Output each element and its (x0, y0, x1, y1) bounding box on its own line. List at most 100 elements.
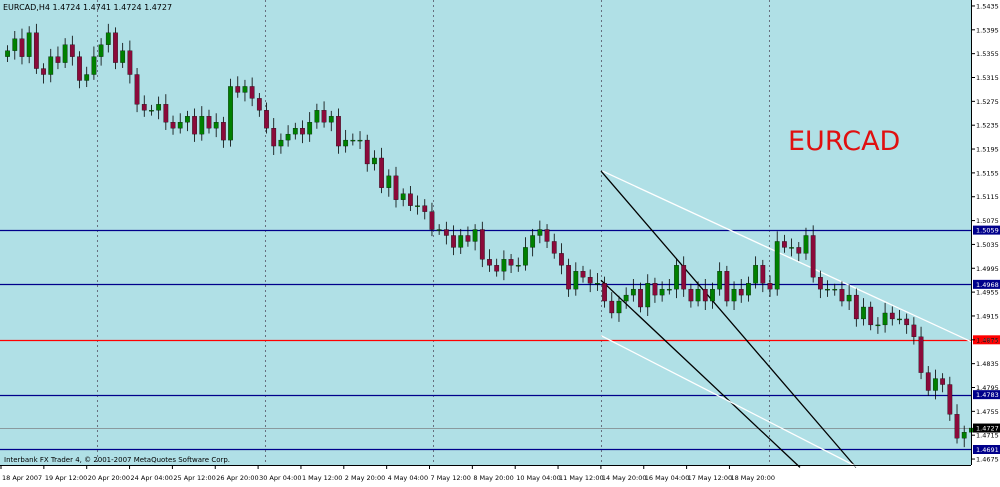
time-tick-label: 10 May 04:00 (516, 474, 561, 482)
candle-body (616, 300, 622, 314)
candle-body (846, 294, 852, 302)
price-tick-label: 1.4955 (976, 289, 999, 297)
candle-body (760, 265, 766, 284)
candle-body (954, 414, 960, 439)
price-tick-label: 1.5195 (976, 146, 999, 154)
candle-body (681, 265, 687, 290)
candle-body (487, 259, 492, 266)
time-tick-label: 18 May 20:00 (730, 474, 775, 482)
candle-body (717, 271, 723, 290)
price-tick-label: 1.5075 (976, 217, 999, 225)
price-tick-label: 1.4995 (976, 265, 999, 273)
candle-body (127, 50, 133, 75)
time-tick-label: 2 May 20:00 (345, 474, 385, 482)
candle-body (623, 294, 629, 302)
candle-body (33, 32, 39, 69)
candle-body (429, 211, 435, 230)
candle-body (523, 247, 528, 266)
candle-body (249, 86, 255, 99)
candle-body (84, 74, 90, 81)
candle-body (91, 56, 97, 75)
candle-body (213, 122, 219, 129)
time-axis-area (0, 465, 1000, 483)
price-axis-ticks: 1.5435 1.5395 1.5355 1.5315 1.5275 1.5235 1.51… (971, 2, 999, 464)
candle-body (731, 288, 737, 302)
candle-body (451, 235, 456, 248)
candle-body (832, 288, 838, 291)
candle-body (69, 44, 75, 57)
candle-body (185, 116, 190, 123)
candle-body (199, 116, 205, 135)
candle-body (285, 133, 291, 141)
candle-body (659, 288, 665, 296)
candle-body (551, 241, 557, 254)
candle-body (343, 139, 349, 147)
candle-body (947, 384, 953, 415)
candle-body (695, 288, 701, 302)
candle-body (113, 32, 118, 63)
candle-body (875, 324, 881, 327)
candle-body (256, 98, 262, 111)
price-tick-label: 1.5115 (976, 193, 999, 201)
candle-body (889, 312, 895, 320)
candle-body (796, 247, 802, 254)
candle-body (472, 229, 478, 242)
candle-body (746, 283, 751, 296)
candle-body (925, 372, 931, 391)
time-tick-label: 11 May 12:00 (559, 474, 604, 482)
time-tick-label: 1 May 12:00 (302, 474, 342, 482)
plot-background (0, 0, 971, 465)
candle-body (5, 50, 10, 57)
candle-body (933, 378, 938, 391)
candle-body (710, 288, 715, 302)
channel-line (600, 170, 857, 468)
candle-body (609, 300, 615, 314)
candle-body (400, 193, 406, 200)
candle-body (782, 241, 787, 248)
candle-body (803, 235, 809, 254)
channel-line (600, 279, 801, 468)
candle-body (853, 294, 859, 320)
candle-body (587, 277, 593, 284)
candle-body (918, 336, 924, 373)
price-tick-label: 1.4915 (976, 312, 999, 320)
candle-body (314, 110, 320, 123)
candle-body (753, 265, 759, 284)
candle-body (767, 283, 773, 290)
candle-body (300, 128, 305, 135)
candle-body (738, 288, 744, 296)
time-tick-label: 8 May 20:00 (473, 474, 513, 482)
price-tick-label: 1.5395 (976, 26, 999, 34)
time-tick-label: 16 May 04:00 (645, 474, 690, 482)
trend-channels (600, 170, 972, 468)
candle-body (501, 259, 507, 272)
level-label: 1.4783 (976, 391, 999, 399)
candle-body (163, 104, 169, 123)
candle-body (321, 110, 327, 123)
level-label: 1.4968 (976, 281, 999, 289)
candle-body (774, 241, 780, 290)
current-price-label: 1.4727 (976, 425, 999, 433)
candle-body (789, 247, 794, 249)
candle-body (861, 306, 866, 320)
level-label-box (973, 279, 1000, 289)
candle-body (630, 288, 636, 296)
candle-body (479, 229, 485, 260)
candle-body (235, 86, 241, 93)
candle-body (19, 38, 25, 57)
candle-body (515, 265, 521, 267)
time-tick-label: 19 Apr 12:00 (45, 474, 87, 482)
price-tick-label: 1.4755 (976, 408, 999, 416)
candle-body (48, 56, 54, 75)
candle-body (580, 271, 586, 278)
price-tick-label: 1.5435 (976, 2, 999, 10)
current-price-box (973, 423, 1000, 433)
candle-body (436, 229, 442, 231)
candle-body (595, 283, 600, 285)
candle-body (62, 44, 68, 63)
candle-body (372, 157, 377, 165)
candle-body (41, 68, 46, 75)
price-labels: 1.5059 1.4968 1.4875 1.4783 1.4691 1.4727 (973, 225, 1000, 454)
candle-body (357, 139, 363, 142)
